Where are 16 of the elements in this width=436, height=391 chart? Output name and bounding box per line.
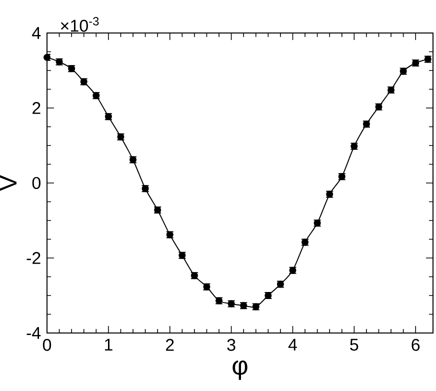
text: ×10$^{-3}$ [60, 17, 99, 32]
y-axis-title: V [0, 175, 16, 191]
y-tick-label: -2 [26, 252, 40, 264]
point [44, 54, 50, 61]
x-axis-title: φ [232, 360, 248, 380]
x-tick-label: 6 [412, 338, 420, 351]
x-tick-label: 4 [288, 338, 297, 351]
y-tick-label: 0 [32, 176, 40, 190]
x-tick-label: 5 [350, 338, 358, 351]
x-tick-label: 2 [166, 338, 174, 351]
y-tick-label: 4 [32, 27, 41, 39]
y-tick-label: -4 [26, 327, 41, 339]
x-tick-label: 3 [227, 338, 236, 351]
x-tick-label: 0 [42, 338, 52, 351]
x-tick-label: 1 [105, 338, 112, 351]
y-tick-label: 2 [32, 102, 40, 114]
